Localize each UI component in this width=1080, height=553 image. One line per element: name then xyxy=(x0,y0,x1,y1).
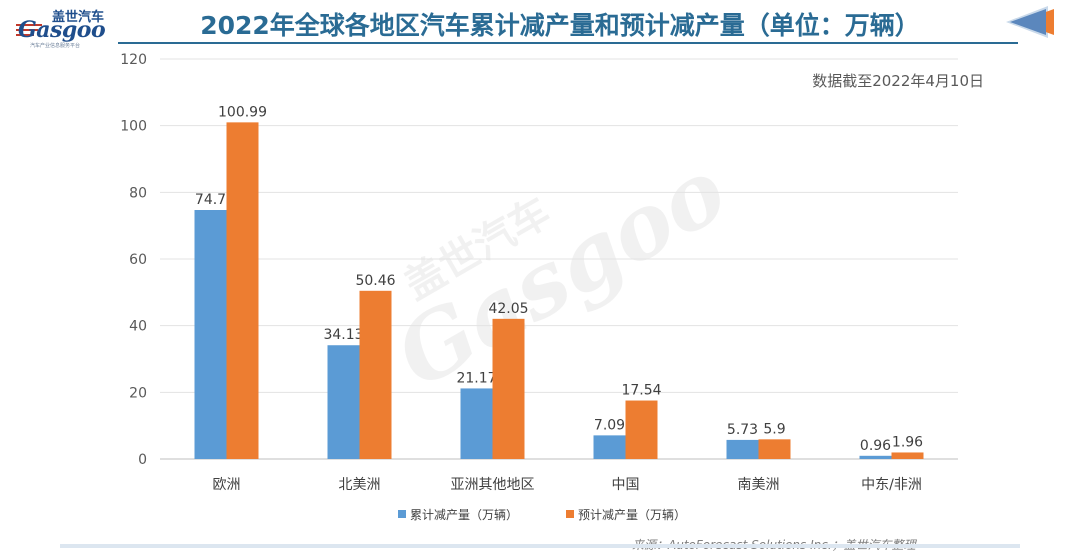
chart-title: 2022年全球各地区汽车累计减产量和预计减产量（单位：万辆） xyxy=(200,11,920,40)
x-category-label: 中国 xyxy=(612,477,640,493)
data-label: 100.99 xyxy=(218,104,267,120)
bar-projected xyxy=(758,439,791,459)
logo-chinese-text: 盖世汽车 xyxy=(52,10,105,25)
y-tick-label: 60 xyxy=(129,252,147,268)
bar-projected xyxy=(891,452,924,459)
legend-swatch xyxy=(566,510,574,518)
x-category-label: 中东/非洲 xyxy=(861,477,922,493)
bar-projected xyxy=(226,122,259,459)
legend: 累计减产量（万辆） 预计减产量（万辆） xyxy=(398,508,686,522)
title-underline xyxy=(118,42,1018,44)
data-label: 21.17 xyxy=(456,370,496,386)
x-category-label: 北美洲 xyxy=(339,477,381,493)
data-label: 0.96 xyxy=(860,438,891,454)
logo-stripes-icon xyxy=(16,24,42,36)
legend-label: 累计减产量（万辆） xyxy=(410,508,518,522)
data-label: 5.9 xyxy=(763,421,785,437)
legend-swatch xyxy=(398,510,406,518)
data-date-note: 数据截至2022年4月10日 xyxy=(812,72,984,90)
y-tick-label: 80 xyxy=(129,185,147,201)
back-arrow-icon[interactable] xyxy=(1004,4,1056,40)
bar-cumulative xyxy=(327,345,360,459)
bar-cumulative xyxy=(194,210,227,459)
data-label: 5.73 xyxy=(727,422,758,438)
y-tick-label: 120 xyxy=(120,52,147,68)
bar-projected xyxy=(625,400,658,459)
bar-cumulative xyxy=(859,455,892,459)
bars: 74.7 100.99 34.13 50.46 21.17 42.05 7.09 17.54 5… xyxy=(194,104,924,459)
grid-lines xyxy=(160,58,958,460)
y-tick-label: 40 xyxy=(129,319,147,335)
watermark: 盖世汽车 Gasgoo xyxy=(379,137,743,407)
y-axis: 0 20 40 60 80 100 120 xyxy=(120,52,147,468)
legend-label: 预计减产量（万辆） xyxy=(578,508,686,522)
x-category-label: 亚洲其他地区 xyxy=(451,477,535,493)
data-label: 34.13 xyxy=(323,327,363,343)
y-tick-label: 100 xyxy=(120,119,147,135)
x-axis: 欧洲 北美洲 亚洲其他地区 中国 南美洲 中东/非洲 xyxy=(213,477,922,493)
logo-english-text: Gasgoo xyxy=(18,17,106,43)
y-tick-label: 20 xyxy=(129,385,147,401)
bar-cumulative xyxy=(460,388,493,459)
data-label: 7.09 xyxy=(594,417,625,433)
bottom-bar xyxy=(60,544,1020,548)
bar-projected xyxy=(359,290,392,459)
bar-projected xyxy=(492,318,525,459)
gasgoo-logo: 盖世汽车 Gasgoo 汽车产业信息服务平台 xyxy=(14,6,114,49)
bar-cumulative xyxy=(593,435,626,459)
data-label: 74.7 xyxy=(195,192,226,208)
data-label: 50.46 xyxy=(355,273,395,289)
data-label: 1.96 xyxy=(892,434,923,450)
x-category-label: 南美洲 xyxy=(738,477,780,493)
y-tick-label: 0 xyxy=(138,452,147,468)
logo-subtitle: 汽车产业信息服务平台 xyxy=(30,43,81,49)
data-label: 17.54 xyxy=(621,383,661,399)
data-label: 42.05 xyxy=(488,301,528,317)
bar-cumulative xyxy=(726,439,759,459)
x-category-label: 欧洲 xyxy=(213,477,241,493)
